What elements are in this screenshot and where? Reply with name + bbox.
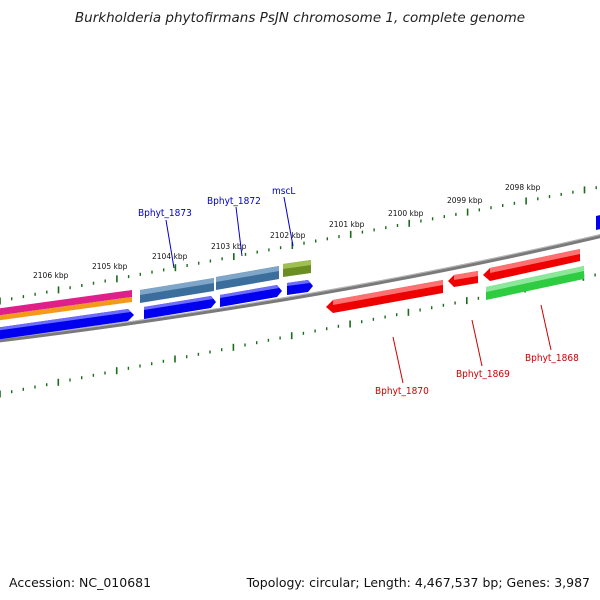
kbp-label-2104: 2104 kbp: [152, 252, 188, 261]
gene-label-bphyt-1870[interactable]: Bphyt_1870: [375, 386, 429, 397]
kbp-label-2100: 2100 kbp: [388, 209, 424, 218]
leader-bphyt-1873: [165, 219, 175, 269]
leader-bphyt-1870: [392, 336, 404, 384]
gene-label-bphyt-1868[interactable]: Bphyt_1868: [525, 353, 579, 364]
leader-bphyt-1869: [471, 319, 483, 367]
genome-summary-text: Topology: circular; Length: 4,467,537 bp…: [246, 575, 590, 590]
accession-text: Accession: NC_010681: [9, 575, 152, 590]
gene-label-mscl[interactable]: mscL: [272, 186, 295, 197]
kbp-label-2101: 2101 kbp: [329, 220, 365, 229]
kbp-label-2102: 2102 kbp: [270, 231, 306, 240]
kbp-label-2106: 2106 kbp: [33, 271, 69, 280]
gene-label-bphyt-1873[interactable]: Bphyt_1873: [138, 208, 192, 219]
gene-arrow-forward-edge[interactable]: [596, 214, 600, 230]
kbp-label-2105: 2105 kbp: [92, 262, 128, 271]
feature-band-orange[interactable]: [0, 297, 132, 321]
gene-label-bphyt-1872[interactable]: Bphyt_1872: [207, 196, 261, 207]
feature-band-magenta[interactable]: [0, 290, 132, 316]
gene-label-bphyt-1869[interactable]: Bphyt_1869: [456, 369, 510, 380]
leader-mscl: [283, 196, 294, 247]
gene-arrow-bphyt-1872-lower[interactable]: [220, 285, 282, 307]
leader-bphyt-1872: [235, 206, 243, 257]
kbp-label-2099: 2099 kbp: [447, 196, 483, 205]
upper-tick-ruler: [0, 186, 597, 305]
map-title: Burkholderia phytofirmans PsJN chromosom…: [74, 10, 526, 26]
kbp-label-2098: 2098 kbp: [505, 183, 541, 192]
gene-arrow-forward-1[interactable]: [0, 309, 134, 340]
chromosome-backbone: [0, 234, 600, 343]
kbp-label-2103: 2103 kbp: [211, 242, 247, 251]
leader-bphyt-1868: [540, 304, 552, 351]
gene-arrow-bphyt-1873-lower[interactable]: [144, 296, 216, 319]
